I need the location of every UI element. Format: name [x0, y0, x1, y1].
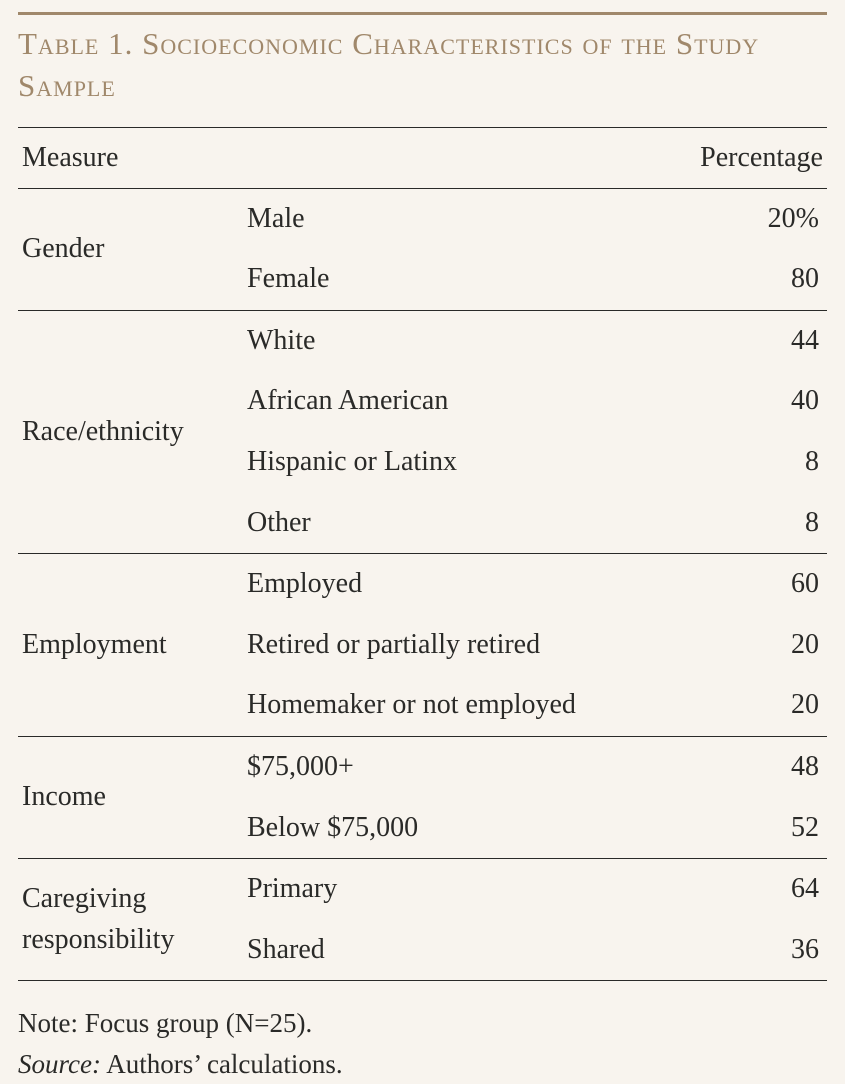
pct-cell: 40	[663, 371, 827, 432]
pct-cell: 20	[663, 615, 827, 676]
measure-cell: Caregiving responsibility	[18, 859, 243, 981]
pct-cell: 60	[663, 554, 827, 615]
sub-cell: Retired or partially retired	[243, 615, 663, 676]
table-row: Gender Male 20%	[18, 188, 827, 249]
sub-cell: Male	[243, 188, 663, 249]
measure-cell: Race/ethnicity	[18, 310, 243, 553]
table-row: Employment Employed 60	[18, 554, 827, 615]
sub-cell: Primary	[243, 859, 663, 920]
table-title: Table 1. Socioeconomic Characteristics o…	[0, 15, 845, 127]
pct-cell: 44	[663, 310, 827, 371]
col-measure: Measure	[18, 127, 663, 188]
pct-cell: 20	[663, 675, 827, 736]
socioeconomic-table: Measure Percentage Gender Male 20% Femal…	[18, 127, 827, 982]
sub-cell: Homemaker or not employed	[243, 675, 663, 736]
source-text: Authors’ calculations.	[101, 1049, 343, 1079]
sub-cell: Hispanic or Latinx	[243, 432, 663, 493]
table-row: Race/ethnicity White 44	[18, 310, 827, 371]
pct-cell: 8	[663, 432, 827, 493]
measure-cell: Employment	[18, 554, 243, 737]
pct-cell: 52	[663, 798, 827, 859]
sub-cell: Employed	[243, 554, 663, 615]
sub-cell: Shared	[243, 920, 663, 981]
pct-cell: 36	[663, 920, 827, 981]
sub-cell: Female	[243, 249, 663, 310]
measure-cell: Income	[18, 737, 243, 859]
sub-cell: Other	[243, 493, 663, 554]
pct-cell: 8	[663, 493, 827, 554]
pct-cell: 80	[663, 249, 827, 310]
sub-cell: $75,000+	[243, 737, 663, 798]
pct-cell: 64	[663, 859, 827, 920]
source-label: Source:	[18, 1049, 101, 1079]
table-container: Table 1. Socioeconomic Characteristics o…	[0, 12, 845, 1036]
sub-cell: White	[243, 310, 663, 371]
measure-cell: Gender	[18, 188, 243, 310]
header-row: Measure Percentage	[18, 127, 827, 188]
col-percentage: Percentage	[663, 127, 827, 188]
sub-cell: African American	[243, 371, 663, 432]
source-line: Source: Authors’ calculations.	[18, 1044, 827, 1084]
table-row: Caregiving responsibility Primary 64	[18, 859, 827, 920]
pct-cell: 48	[663, 737, 827, 798]
table-row: Income $75,000+ 48	[18, 737, 827, 798]
sub-cell: Below $75,000	[243, 798, 663, 859]
table-notes: Note: Focus group (N=25). Source: Author…	[0, 981, 845, 1084]
pct-cell: 20%	[663, 188, 827, 249]
